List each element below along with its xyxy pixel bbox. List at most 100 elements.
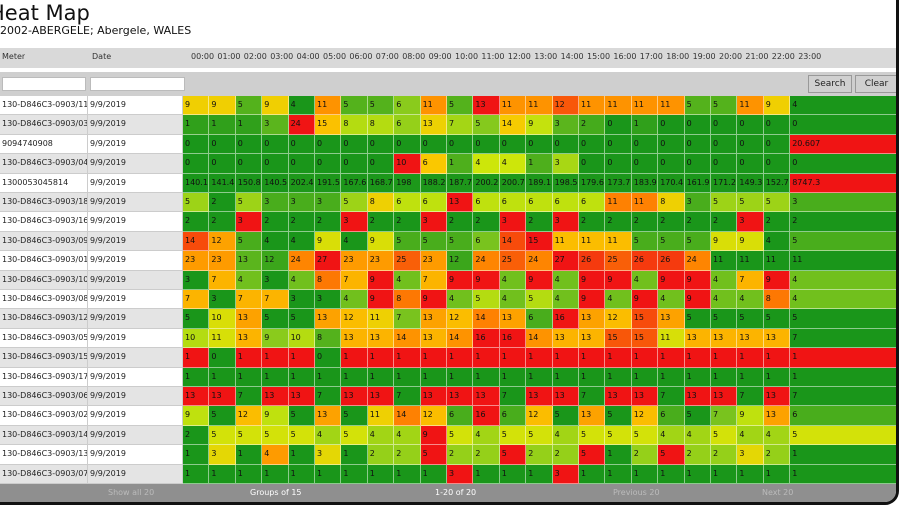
heat-cell[interactable]: 4: [235, 270, 263, 290]
heat-cell[interactable]: 0: [420, 134, 447, 155]
heat-cell[interactable]: 140.5: [262, 173, 289, 193]
heat-cell[interactable]: 13: [579, 328, 606, 349]
heat-cell[interactable]: 1: [473, 348, 500, 368]
heat-cell[interactable]: 4: [473, 154, 500, 174]
heat-cell[interactable]: 1: [684, 464, 711, 484]
heat-cell[interactable]: 1: [790, 445, 896, 465]
heat-cell[interactable]: 0: [209, 154, 236, 174]
heat-cell[interactable]: 1: [183, 348, 210, 368]
heat-cell[interactable]: 5: [605, 425, 632, 446]
heat-cell[interactable]: 11: [737, 251, 764, 271]
heat-cell[interactable]: 4: [711, 270, 738, 290]
heat-cell[interactable]: 2: [684, 212, 711, 232]
heat-cell[interactable]: 1: [552, 348, 579, 368]
heat-cell[interactable]: 9: [605, 270, 632, 290]
heat-cell[interactable]: 13: [552, 328, 579, 349]
heat-cell[interactable]: 24: [288, 251, 315, 271]
heat-cell[interactable]: 9: [473, 270, 500, 290]
heat-cell[interactable]: 11: [631, 96, 659, 116]
heat-cell[interactable]: 5: [262, 309, 289, 329]
heat-cell[interactable]: 3: [315, 290, 342, 310]
heat-cell[interactable]: 3: [552, 115, 579, 135]
heat-cell[interactable]: 6: [658, 406, 685, 426]
heat-cell[interactable]: 14: [499, 115, 527, 135]
heat-cell[interactable]: 24: [473, 251, 500, 271]
heat-cell[interactable]: 5: [658, 445, 685, 465]
heat-cell[interactable]: 10: [394, 154, 421, 174]
heat-cell[interactable]: 1: [684, 348, 711, 368]
heat-cell[interactable]: 1: [526, 348, 553, 368]
heat-cell[interactable]: 1: [499, 464, 527, 484]
heat-cell[interactable]: 0: [658, 115, 685, 135]
heat-cell[interactable]: 6: [552, 193, 579, 213]
heat-cell[interactable]: 13: [209, 387, 236, 407]
heat-cell[interactable]: 4: [790, 270, 896, 290]
heat-cell[interactable]: 0: [315, 134, 342, 155]
heat-cell[interactable]: 0: [473, 134, 500, 155]
meter-filter[interactable]: [2, 77, 86, 91]
heat-cell[interactable]: 0: [605, 134, 632, 155]
heat-cell[interactable]: 4: [499, 154, 527, 174]
heat-cell[interactable]: 9: [526, 115, 553, 135]
heat-cell[interactable]: 12: [605, 309, 632, 329]
heat-cell[interactable]: 202.4: [288, 173, 315, 193]
clear-button[interactable]: Clear: [855, 75, 896, 93]
heat-cell[interactable]: 4: [288, 270, 315, 290]
heat-cell[interactable]: 0: [209, 134, 236, 155]
heat-cell[interactable]: 5: [552, 406, 579, 426]
heat-cell[interactable]: 5: [420, 445, 447, 465]
heat-cell[interactable]: 6: [394, 96, 421, 116]
heat-cell[interactable]: 4: [447, 290, 474, 310]
heat-cell[interactable]: 6: [394, 115, 421, 135]
heat-cell[interactable]: 8: [367, 115, 395, 135]
heat-cell[interactable]: 11: [790, 251, 896, 271]
heat-cell[interactable]: 5: [262, 425, 289, 446]
heat-cell[interactable]: 2: [209, 193, 236, 213]
heat-cell[interactable]: 200.2: [473, 173, 500, 193]
heat-cell[interactable]: 1: [605, 464, 632, 484]
heat-cell[interactable]: 16: [552, 309, 579, 329]
heat-cell[interactable]: 13: [763, 387, 791, 407]
heat-cell[interactable]: 9: [367, 270, 395, 290]
heat-cell[interactable]: 7: [579, 387, 606, 407]
heat-cell[interactable]: 1: [711, 464, 738, 484]
heat-cell[interactable]: 0: [183, 134, 210, 155]
heat-cell[interactable]: 5: [420, 231, 447, 252]
heat-cell[interactable]: 5: [341, 193, 368, 213]
heat-cell[interactable]: 2: [526, 212, 553, 232]
heat-cell[interactable]: 168.7: [367, 173, 395, 193]
heat-cell[interactable]: 5: [684, 231, 711, 252]
heat-cell[interactable]: 25: [394, 251, 421, 271]
heat-cell[interactable]: 2: [605, 212, 632, 232]
heat-cell[interactable]: 6: [394, 193, 421, 213]
heat-cell[interactable]: 24: [684, 251, 711, 271]
heat-cell[interactable]: 6: [447, 406, 474, 426]
heat-cell[interactable]: 2: [711, 212, 738, 232]
heat-cell[interactable]: 13: [711, 387, 738, 407]
heat-cell[interactable]: 0: [499, 134, 527, 155]
heat-cell[interactable]: 7: [235, 387, 263, 407]
heat-cell[interactable]: 191.5: [315, 173, 342, 193]
heat-cell[interactable]: 1: [262, 367, 289, 387]
heat-cell[interactable]: 11: [579, 96, 606, 116]
heat-cell[interactable]: 2: [447, 445, 474, 465]
heat-cell[interactable]: 0: [367, 154, 395, 174]
heat-cell[interactable]: 1: [394, 464, 421, 484]
heat-cell[interactable]: 0: [711, 134, 738, 155]
heat-cell[interactable]: 1: [526, 154, 553, 174]
heat-cell[interactable]: 2: [473, 212, 500, 232]
heat-cell[interactable]: 0: [315, 154, 342, 174]
heat-cell[interactable]: 5: [579, 445, 606, 465]
heat-cell[interactable]: 0: [631, 134, 659, 155]
heat-cell[interactable]: 9: [763, 270, 791, 290]
heat-cell[interactable]: 5: [235, 193, 263, 213]
heat-cell[interactable]: 9: [737, 231, 764, 252]
heat-cell[interactable]: 1: [367, 367, 395, 387]
heat-cell[interactable]: 1: [499, 348, 527, 368]
heat-cell[interactable]: 2: [579, 115, 606, 135]
heat-cell[interactable]: 1: [631, 115, 659, 135]
heat-cell[interactable]: 11: [737, 96, 764, 116]
heat-cell[interactable]: 13: [235, 309, 263, 329]
heat-cell[interactable]: 3: [209, 290, 236, 310]
heat-cell[interactable]: 5: [341, 96, 368, 116]
